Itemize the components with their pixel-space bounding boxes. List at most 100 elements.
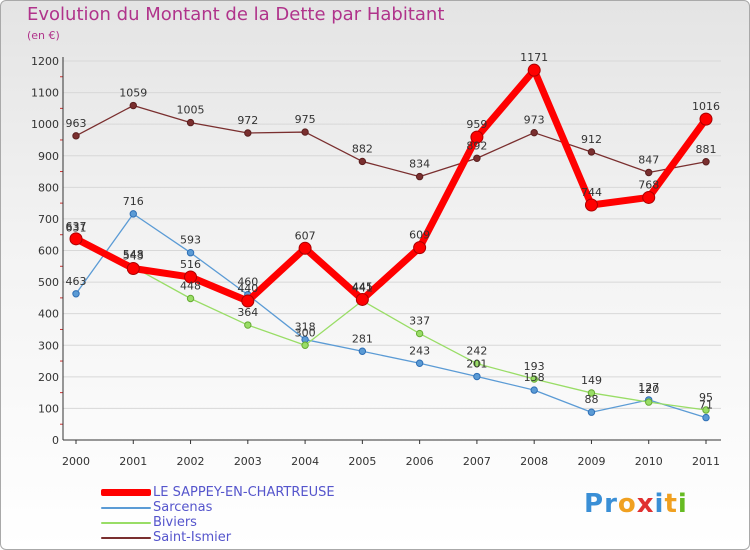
- x-tick-label: 2005: [348, 455, 376, 468]
- x-tick-label: 2011: [692, 455, 720, 468]
- data-label: 882: [352, 142, 373, 155]
- y-tick-label: 200: [38, 371, 59, 384]
- data-label: 243: [409, 344, 430, 357]
- data-label: 1016: [692, 100, 720, 113]
- legend-item: Sarcenas: [101, 500, 335, 515]
- x-tick-label: 2002: [177, 455, 205, 468]
- data-point: [527, 63, 541, 77]
- x-tick-label: 2003: [234, 455, 262, 468]
- data-label: 543: [123, 250, 144, 263]
- data-point: [298, 241, 312, 255]
- data-label: 158: [524, 371, 545, 384]
- data-point: [702, 158, 710, 166]
- data-label: 463: [66, 275, 87, 288]
- logo-letter: o: [617, 489, 637, 519]
- data-point: [184, 270, 198, 284]
- data-point: [358, 347, 367, 355]
- data-label: 1059: [119, 87, 147, 100]
- data-point: [244, 321, 252, 329]
- data-label: 300: [295, 326, 316, 339]
- data-label: 548: [123, 248, 144, 261]
- logo-letter: x: [636, 489, 655, 519]
- legend-label: Saint-Ismier: [153, 530, 232, 545]
- legend-swatch: [101, 506, 151, 509]
- data-point: [355, 292, 369, 306]
- y-tick-label: 0: [52, 434, 59, 447]
- data-point: [72, 290, 80, 298]
- y-tick-label: 700: [38, 213, 59, 226]
- x-tick-label: 2007: [463, 455, 491, 468]
- y-tick-label: 900: [38, 150, 59, 163]
- data-point: [473, 154, 481, 162]
- x-tick-label: 2004: [291, 455, 319, 468]
- legend: LE SAPPEY-EN-CHARTREUSE Sarcenas Biviers Sa…: [101, 485, 335, 545]
- data-point: [702, 413, 710, 422]
- data-point: [699, 112, 713, 126]
- legend-label: Biviers: [153, 515, 197, 530]
- data-point: [530, 128, 538, 137]
- data-point: [702, 406, 710, 414]
- series-line-3: [75, 104, 707, 178]
- data-point: [645, 398, 653, 406]
- y-tick-label: 800: [38, 181, 59, 194]
- data-label: 975: [295, 113, 316, 126]
- x-tick-label: 2001: [119, 455, 147, 468]
- data-label: 127: [638, 381, 659, 394]
- data-label: 460: [237, 276, 258, 289]
- data-label: 593: [180, 234, 201, 247]
- data-label: 149: [581, 374, 602, 387]
- data-label: 637: [66, 220, 87, 233]
- y-tick-label: 100: [38, 402, 59, 415]
- x-tick-label: 2006: [406, 455, 434, 468]
- y-tick-label: 1100: [31, 87, 59, 100]
- data-point: [587, 389, 596, 397]
- series-line-0: [72, 66, 710, 305]
- data-label: 120: [638, 383, 659, 396]
- data-label: 959: [466, 118, 487, 131]
- data-point: [186, 118, 195, 127]
- data-point: [415, 172, 424, 181]
- proxiti-logo: Proxiti: [584, 489, 688, 519]
- data-point: [530, 375, 538, 383]
- data-label: 337: [409, 315, 430, 328]
- data-point: [584, 198, 598, 212]
- data-point: [530, 386, 538, 394]
- y-tick-label: 500: [38, 276, 59, 289]
- logo-letter: i: [654, 489, 665, 519]
- logo-letter: P: [584, 489, 605, 519]
- legend-swatch: [101, 536, 151, 539]
- data-point: [241, 294, 255, 308]
- data-point: [645, 168, 653, 177]
- logo-letter: i: [677, 489, 688, 519]
- y-tick-label: 400: [38, 308, 59, 321]
- series-line-2: [75, 240, 707, 411]
- data-label: 364: [237, 306, 258, 319]
- data-label: 631: [66, 222, 87, 235]
- data-label: 1005: [177, 104, 205, 117]
- data-label: 847: [638, 153, 659, 166]
- y-tick-label: 300: [38, 339, 59, 352]
- legend-label: LE SAPPEY-EN-CHARTREUSE: [153, 485, 335, 500]
- data-point: [301, 128, 309, 136]
- legend-swatch: [101, 521, 151, 524]
- data-label: 71: [699, 399, 713, 412]
- x-tick-label: 2000: [62, 455, 90, 468]
- data-point: [642, 190, 656, 204]
- x-tick-label: 2008: [520, 455, 548, 468]
- data-label: 881: [696, 143, 717, 156]
- data-label: 440: [237, 282, 258, 295]
- data-label: 88: [584, 393, 598, 406]
- data-label: 744: [581, 186, 602, 199]
- data-label: 441: [352, 282, 373, 295]
- data-point: [129, 101, 137, 110]
- data-point: [473, 372, 481, 381]
- logo-letter: t: [664, 489, 678, 519]
- legend-item: Saint-Ismier: [101, 530, 335, 545]
- legend-item: Biviers: [101, 515, 335, 530]
- data-point: [415, 359, 424, 367]
- legend-item: LE SAPPEY-EN-CHARTREUSE: [101, 485, 335, 500]
- data-point: [301, 341, 309, 349]
- data-point: [69, 232, 83, 246]
